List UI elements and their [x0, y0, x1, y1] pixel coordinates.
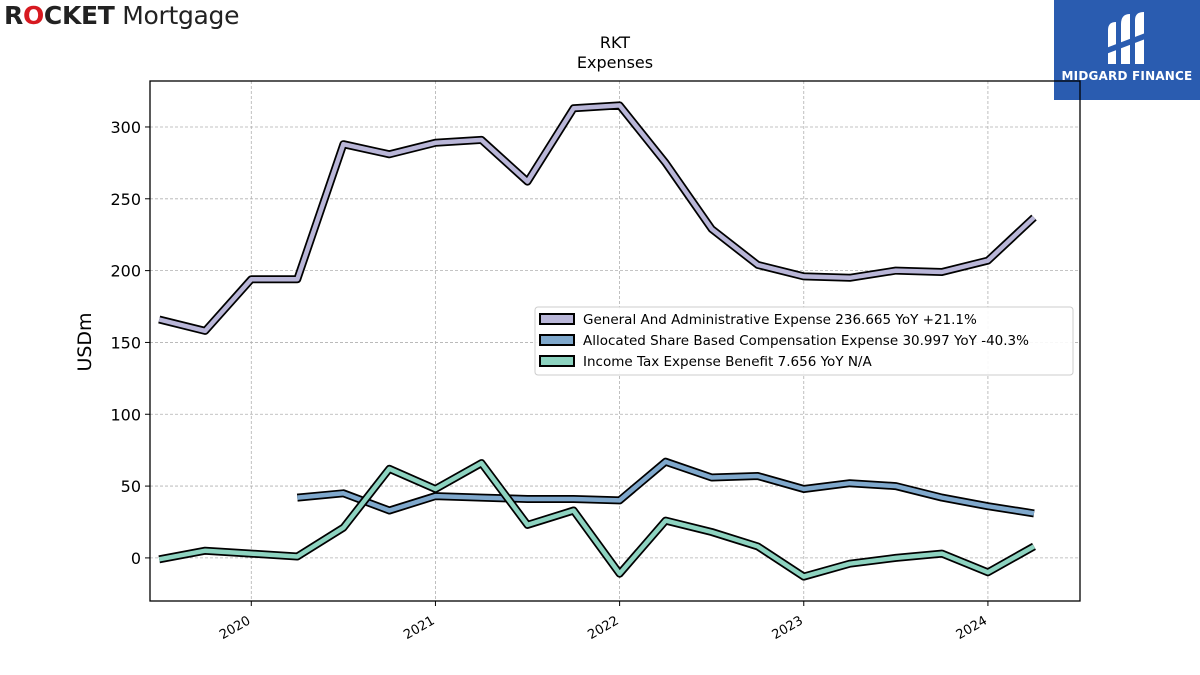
x-tick-label: 2021: [401, 613, 437, 643]
legend-label-2: Allocated Share Based Compensation Expen…: [583, 333, 1029, 349]
series-2-line: [297, 459, 1035, 516]
midgard-finance-logo: MIDGARD FINANCE: [1054, 0, 1200, 100]
logo-o-ring: O: [22, 1, 44, 30]
midgard-mark-icon: [1106, 12, 1148, 64]
series-lines: [158, 101, 1037, 581]
legend-swatch-3: [539, 355, 575, 367]
y-tick-label: 300: [110, 118, 141, 137]
midgard-finance-name: MIDGARD FINANCE: [1061, 69, 1193, 83]
legend-swatch-2: [539, 334, 575, 346]
series-1-outline: [158, 101, 1037, 335]
plot-frame: [149, 80, 1081, 602]
y-axis-label: USDm: [74, 312, 96, 371]
chart-title: RKT: [600, 33, 630, 52]
legend-label-1: General And Administrative Expense 236.6…: [583, 312, 977, 328]
legend-label-3: Income Tax Expense Benefit 7.656 YoY N/A: [583, 354, 872, 370]
y-tick-label: 150: [110, 333, 141, 352]
legend-box: [534, 306, 1074, 376]
chart-subtitle: Expenses: [577, 53, 653, 72]
series-3-outline: [158, 459, 1036, 581]
y-tick-label: 250: [110, 190, 141, 209]
y-tick-label: 50: [121, 477, 141, 496]
y-tick-label: 100: [110, 405, 141, 424]
logo-brand: ROCKET: [4, 1, 115, 30]
series-1-line: [158, 103, 1036, 334]
x-tick-label: 2020: [217, 613, 253, 643]
legend-swatch-1: [539, 313, 575, 325]
x-tick-label: 2022: [585, 613, 621, 643]
y-tick-label: 200: [110, 262, 141, 281]
series-3-line: [158, 460, 1036, 579]
legend: General And Administrative Expense 236.6…: [534, 306, 1074, 376]
y-tick-label: 0: [131, 549, 141, 568]
x-tick-label: 2023: [770, 613, 806, 643]
rocket-mortgage-logo: ROCKET Mortgage: [4, 1, 240, 30]
logo-mortgage-word: Mortgage: [122, 1, 240, 30]
x-tick-label: 2024: [954, 613, 990, 643]
